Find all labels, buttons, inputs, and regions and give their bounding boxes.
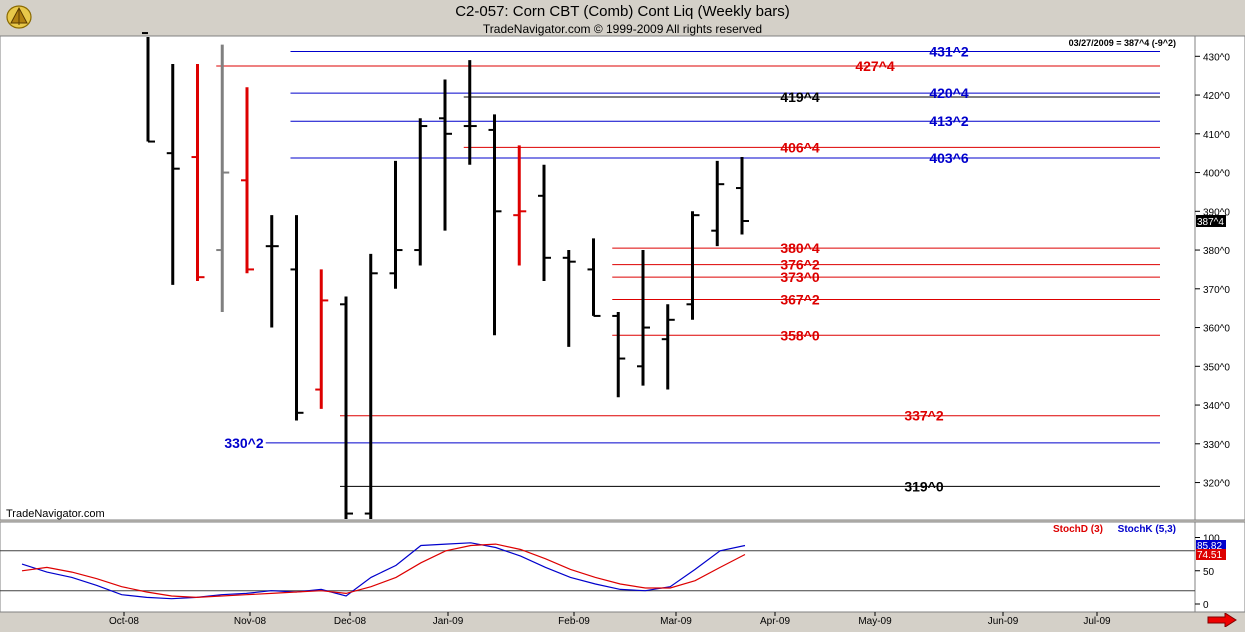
stochd-value-tag bbox=[1196, 549, 1226, 560]
price-tick-label: 340^0 bbox=[1203, 401, 1230, 412]
price-levels: 431^2 427^4 420^4 419^4 413^2 406^4 403^6 380^4… bbox=[216, 43, 1160, 494]
price-tick-label: 370^0 bbox=[1203, 285, 1230, 296]
price-tick-label: 420^0 bbox=[1203, 91, 1230, 102]
time-tick-label: Feb-09 bbox=[558, 616, 590, 627]
level-label: 376^2 bbox=[780, 257, 820, 273]
ohlc-bar bbox=[265, 215, 279, 328]
price-tick-label: 410^0 bbox=[1203, 130, 1230, 141]
last-price-tag bbox=[1196, 214, 1226, 227]
level-label: 431^2 bbox=[929, 43, 969, 59]
ohlc-bar bbox=[216, 44, 230, 313]
ohlc-bar bbox=[736, 157, 749, 235]
price-tick-label: 380^0 bbox=[1203, 246, 1230, 257]
level-label: 358^0 bbox=[780, 327, 820, 343]
ohlc-bar bbox=[191, 64, 205, 282]
stochd-value-label: 74.51 bbox=[1197, 550, 1222, 561]
stochk-value-tag bbox=[1196, 540, 1226, 551]
time-tick-label: Dec-08 bbox=[334, 616, 367, 627]
ohlc-bar bbox=[290, 215, 304, 421]
price-tick-label: 430^0 bbox=[1203, 52, 1230, 63]
ohlc-bar bbox=[587, 238, 601, 317]
level-label: 413^2 bbox=[929, 113, 969, 129]
ohlc-bar bbox=[389, 160, 403, 289]
legend-stochd: StochD (3) bbox=[1053, 524, 1103, 535]
price-axis-background bbox=[1194, 35, 1245, 521]
copyright-notice: TradeNavigator.com © 1999-2009 All right… bbox=[482, 22, 763, 36]
ohlc-bar bbox=[315, 269, 329, 409]
time-tick-label: Jun-09 bbox=[988, 616, 1019, 627]
price-tick-label: 330^0 bbox=[1203, 440, 1230, 451]
price-tick-label: 360^0 bbox=[1203, 324, 1230, 335]
level-label: 427^4 bbox=[855, 58, 895, 74]
ohlc-bar bbox=[439, 79, 452, 231]
level-label: 319^0 bbox=[904, 478, 944, 494]
chart-title: C2-057: Corn CBT (Comb) Cont Liq (Weekly… bbox=[455, 3, 790, 20]
trade-navigator-logo-icon bbox=[5, 3, 33, 36]
price-bars bbox=[142, 32, 749, 519]
time-tick-label: Oct-08 bbox=[109, 616, 139, 627]
ohlc-bar bbox=[562, 250, 576, 347]
level-label: 330^2 bbox=[224, 435, 264, 451]
level-label: 337^2 bbox=[904, 408, 944, 424]
ohlc-bar bbox=[686, 211, 700, 320]
ohlc-bar bbox=[166, 64, 180, 285]
stochastic-series-line bbox=[21, 543, 746, 599]
time-tick-label: Mar-09 bbox=[660, 616, 692, 627]
time-tick-label: Apr-09 bbox=[760, 616, 790, 627]
ohlc-bar bbox=[364, 253, 378, 519]
price-axis: 320^0 330^0 340^0 350^0 360^0 370^0 380^0 390^0… bbox=[1195, 52, 1230, 490]
ohlc-bar bbox=[340, 296, 353, 519]
time-tick-label: Jan-09 bbox=[433, 616, 464, 627]
indicator-axis-background bbox=[1194, 521, 1245, 613]
ohlc-bar bbox=[513, 145, 527, 266]
level-label: 403^6 bbox=[929, 150, 969, 166]
time-tick-label: May-09 bbox=[858, 616, 892, 627]
last-quote: 03/27/2009 = 387^4 (-9^2) bbox=[1069, 38, 1176, 48]
stochastic-series-line bbox=[21, 542, 746, 600]
price-tick-label: 390^0 bbox=[1203, 207, 1230, 218]
price-tick-label: 350^0 bbox=[1203, 362, 1230, 373]
level-label: 420^4 bbox=[929, 85, 969, 101]
ohlc-bar bbox=[241, 87, 254, 274]
legend-stochk: StochK (5,3) bbox=[1118, 524, 1176, 535]
time-tick-label: Jul-09 bbox=[1083, 616, 1111, 627]
ohlc-bar bbox=[463, 60, 477, 165]
time-tick-label: Nov-08 bbox=[234, 616, 267, 627]
ohlc-bar bbox=[661, 304, 675, 390]
ohlc-bar bbox=[711, 160, 725, 247]
watermark: TradeNavigator.com bbox=[6, 508, 105, 520]
ohlc-bar bbox=[538, 164, 551, 282]
level-label: 367^2 bbox=[780, 291, 820, 307]
scroll-right-arrow-icon[interactable] bbox=[1207, 612, 1237, 632]
ohlc-bar bbox=[637, 250, 650, 386]
ohlc-bar bbox=[414, 118, 428, 266]
ohlc-bar bbox=[612, 312, 626, 398]
price-tick-label: 400^0 bbox=[1203, 169, 1230, 180]
last-price-label: 387^4 bbox=[1197, 217, 1224, 228]
level-label: 419^4 bbox=[780, 89, 820, 105]
level-label: 373^0 bbox=[780, 269, 820, 285]
indicator-tick-label: 100 bbox=[1203, 534, 1220, 545]
level-label: 380^4 bbox=[780, 240, 820, 256]
price-panel-background bbox=[0, 35, 1196, 521]
ohlc-bar bbox=[488, 114, 502, 336]
indicator-tick-label: 50 bbox=[1203, 567, 1215, 578]
stochk-value-label: 85.82 bbox=[1197, 541, 1222, 552]
indicator-tick-label: 0 bbox=[1203, 600, 1209, 611]
ohlc-bar bbox=[142, 32, 155, 143]
level-label: 406^4 bbox=[780, 139, 820, 155]
price-tick-label: 320^0 bbox=[1203, 479, 1230, 490]
time-axis: Oct-08 Nov-08 Dec-08 Jan-09 Feb-09 Mar-09 Apr-… bbox=[109, 612, 1111, 627]
